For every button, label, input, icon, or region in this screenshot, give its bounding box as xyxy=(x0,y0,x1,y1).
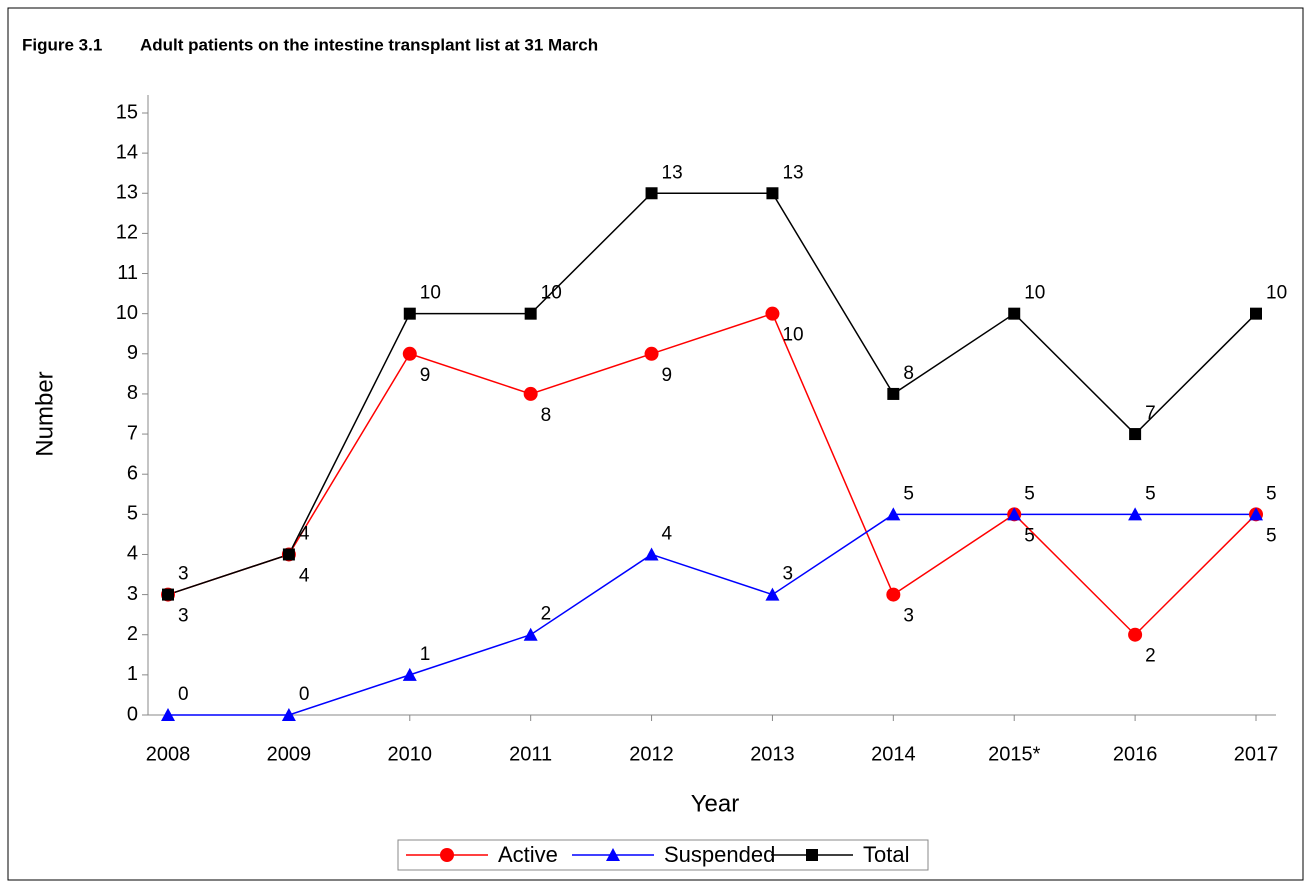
marker xyxy=(644,346,659,361)
marker xyxy=(1008,307,1021,320)
y-tick-label: 0 xyxy=(127,703,138,725)
y-tick-label: 11 xyxy=(117,262,138,284)
data-label: 4 xyxy=(299,523,310,544)
marker xyxy=(1250,307,1262,320)
data-label: 3 xyxy=(178,564,189,585)
x-tick-label: 2012 xyxy=(629,743,674,765)
legend-marker xyxy=(606,848,620,861)
marker xyxy=(766,187,779,200)
marker xyxy=(645,187,658,200)
data-label: 5 xyxy=(903,483,914,504)
legend-marker xyxy=(806,849,818,861)
data-label: 4 xyxy=(662,523,673,544)
x-tick-label: 2016 xyxy=(1113,743,1158,765)
y-tick-label: 5 xyxy=(127,503,138,525)
x-tick-label: 2017 xyxy=(1234,743,1279,765)
marker xyxy=(402,346,417,361)
data-label: 10 xyxy=(1266,283,1287,304)
y-tick-label: 7 xyxy=(127,422,138,444)
data-label: 10 xyxy=(420,283,441,304)
marker xyxy=(161,708,175,721)
legend-marker xyxy=(440,848,454,862)
x-tick-label: 2011 xyxy=(509,743,552,765)
marker xyxy=(1128,627,1143,642)
frame xyxy=(7,7,1304,881)
data-label: 5 xyxy=(1024,483,1035,504)
x-tick-label: 2013 xyxy=(750,743,795,765)
data-label: 10 xyxy=(541,283,562,304)
data-label: 13 xyxy=(782,162,803,183)
data-label: 2 xyxy=(541,604,552,625)
data-label: 13 xyxy=(662,162,683,183)
y-tick-label: 8 xyxy=(127,382,138,404)
marker xyxy=(886,507,901,521)
marker xyxy=(1007,507,1022,521)
marker xyxy=(403,307,416,320)
data-label: 10 xyxy=(1024,283,1045,304)
y-axis-label: Number xyxy=(31,371,58,456)
legend-label: Suspended xyxy=(664,842,775,867)
y-tick-label: 14 xyxy=(116,141,138,163)
y-tick-label: 13 xyxy=(116,182,138,204)
y-tick-label: 4 xyxy=(127,543,138,565)
marker xyxy=(281,708,296,721)
y-tick-label: 10 xyxy=(116,302,138,324)
marker xyxy=(523,386,538,401)
series-line xyxy=(167,312,1257,636)
x-axis-label: Year xyxy=(691,790,740,817)
data-label: 10 xyxy=(782,325,803,346)
y-tick-label: 6 xyxy=(127,462,138,484)
figure-label: Figure 3.1 xyxy=(22,35,102,54)
data-label: 9 xyxy=(662,365,673,386)
y-tick-label: 3 xyxy=(127,583,138,605)
data-label: 9 xyxy=(420,365,431,386)
marker xyxy=(887,387,900,400)
x-tick-label: 2009 xyxy=(267,743,312,765)
data-label: 5 xyxy=(1266,483,1277,504)
legend: Active Suspended Total xyxy=(397,839,929,871)
marker xyxy=(1129,428,1142,441)
y-tick-label: 9 xyxy=(127,342,138,364)
chart-title: Adult patients on the intestine transpla… xyxy=(140,35,598,54)
marker xyxy=(644,547,659,561)
data-label: 8 xyxy=(541,405,552,426)
marker xyxy=(524,307,537,320)
legend-label: Total xyxy=(863,842,909,867)
data-label: 3 xyxy=(782,564,793,585)
data-label: 1 xyxy=(420,644,431,665)
data-label: 0 xyxy=(178,684,189,705)
marker xyxy=(765,587,780,601)
marker xyxy=(162,588,174,601)
data-label: 5 xyxy=(1145,483,1156,504)
data-label: 8 xyxy=(903,363,914,384)
data-label: 3 xyxy=(178,606,189,627)
x-tick-label: 2008 xyxy=(146,743,191,765)
x-tick-label: 2014 xyxy=(871,743,916,765)
marker xyxy=(1128,507,1143,521)
data-label: 7 xyxy=(1145,403,1156,424)
y-tick-label: 12 xyxy=(116,222,138,244)
x-tick-label: 2010 xyxy=(388,743,433,765)
y-tick-label: 1 xyxy=(127,663,138,685)
data-label: 2 xyxy=(1145,646,1156,667)
data-label: 5 xyxy=(1266,525,1277,546)
data-label: 4 xyxy=(299,565,310,586)
marker xyxy=(282,548,295,561)
y-tick-label: 15 xyxy=(116,101,138,123)
data-label: 3 xyxy=(903,606,914,627)
marker xyxy=(523,627,538,641)
marker xyxy=(1249,507,1263,521)
series-line xyxy=(167,192,1257,596)
legend-label: Active xyxy=(498,842,558,867)
y-tick-label: 2 xyxy=(127,623,138,645)
marker xyxy=(886,587,901,602)
data-label: 5 xyxy=(1024,525,1035,546)
marker xyxy=(402,667,417,681)
marker xyxy=(765,306,780,321)
series-line xyxy=(168,513,1256,716)
x-tick-label: 2015* xyxy=(988,743,1040,765)
data-label: 0 xyxy=(299,684,310,705)
